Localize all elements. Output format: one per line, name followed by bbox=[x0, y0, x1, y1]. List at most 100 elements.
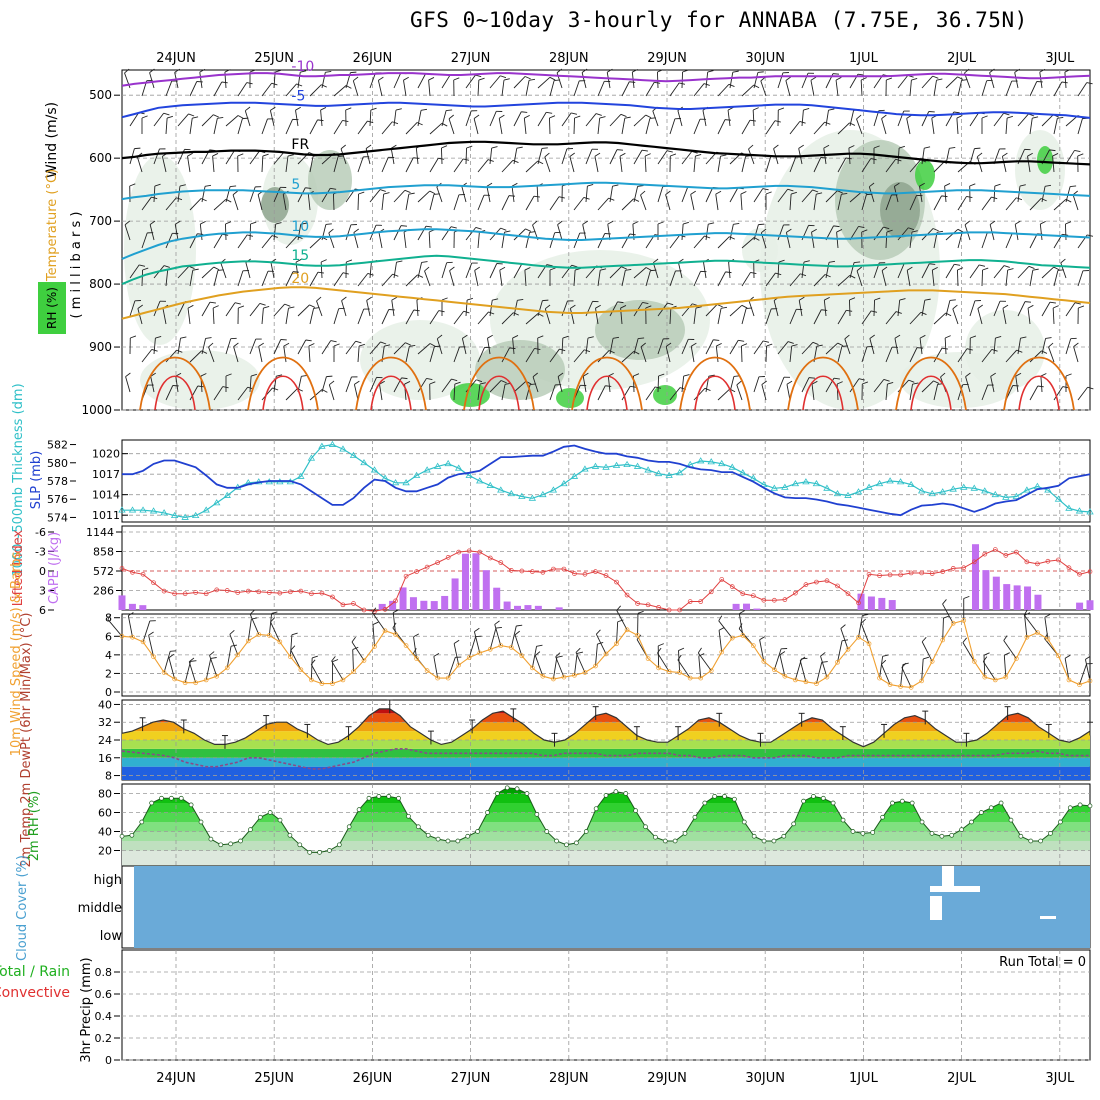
wind-barb-flag bbox=[861, 229, 868, 233]
wind-barb-flag bbox=[142, 267, 149, 271]
wind-barb-flag bbox=[224, 69, 231, 73]
wind-barb bbox=[270, 262, 275, 279]
wind-barb bbox=[582, 376, 587, 393]
wind-barb-flag bbox=[429, 343, 436, 347]
wind-barb-flag bbox=[749, 119, 756, 122]
surface-warm-contour bbox=[571, 356, 643, 411]
lifted-index-point bbox=[498, 560, 504, 565]
temp-band bbox=[122, 708, 1090, 714]
wind-barb bbox=[205, 658, 212, 681]
wind-barb bbox=[1053, 270, 1059, 287]
wind-barb bbox=[512, 338, 515, 355]
wind-barb-flag bbox=[906, 266, 913, 271]
wind-barb-flag bbox=[860, 618, 866, 624]
thickness-point bbox=[423, 466, 431, 473]
wind-barb-flag bbox=[340, 144, 347, 150]
cape-bar bbox=[128, 603, 136, 610]
wind-barb bbox=[428, 231, 431, 249]
wind-barb-flag bbox=[919, 334, 926, 339]
wind-barb bbox=[640, 346, 647, 363]
wind-barb-flag bbox=[405, 342, 411, 346]
wind-barb-flag bbox=[275, 222, 282, 225]
wind-barb-flag bbox=[232, 190, 239, 196]
wind-barb bbox=[933, 347, 943, 363]
wind-barb-flag bbox=[188, 657, 195, 663]
wind-barb bbox=[378, 232, 383, 249]
lifted-index-point bbox=[119, 566, 125, 571]
lifted-index-point bbox=[719, 577, 725, 582]
wind-barb-flag bbox=[129, 183, 136, 187]
wind-barb-flag bbox=[738, 623, 743, 629]
wind-barb bbox=[717, 388, 731, 401]
wind-barb-flag bbox=[354, 380, 360, 385]
wind-barb bbox=[381, 309, 390, 325]
lifted-index-point bbox=[529, 569, 535, 575]
wind-speed-point bbox=[856, 634, 861, 640]
wind-barb bbox=[813, 121, 826, 135]
wind-barb bbox=[189, 385, 199, 401]
rh-point bbox=[396, 795, 401, 801]
surface-warm-contour bbox=[247, 356, 319, 411]
lifted-index-point bbox=[803, 582, 809, 588]
wind-barb-flag bbox=[512, 159, 519, 163]
wind-barb-flag bbox=[596, 629, 601, 635]
wind-speed-line bbox=[121, 619, 1091, 688]
wind-barb-flag bbox=[333, 343, 340, 347]
rh-point bbox=[870, 830, 876, 835]
wind-speed-point bbox=[224, 665, 230, 671]
lifted-index-point bbox=[330, 594, 335, 600]
slp-line bbox=[122, 444, 1091, 517]
wind-barb-flag bbox=[657, 647, 662, 654]
wind-barb bbox=[705, 304, 718, 317]
temp-tick-label: 24 bbox=[98, 734, 112, 747]
lifted-index-point bbox=[393, 598, 398, 604]
wind-barb bbox=[477, 159, 489, 173]
wind-tick-label: 4 bbox=[105, 649, 112, 662]
wind-barb-flag bbox=[981, 115, 988, 119]
wind-barb bbox=[585, 186, 588, 203]
wind-speed-point bbox=[1056, 653, 1061, 659]
wind-barb bbox=[993, 338, 996, 355]
wind-barb bbox=[309, 84, 322, 97]
wind-barb bbox=[982, 661, 996, 681]
slp-tick-label: 1011 bbox=[92, 509, 120, 522]
bottom-date-label: 30JUN bbox=[745, 1071, 785, 1086]
rh-point bbox=[564, 842, 569, 848]
wind-barb-flag bbox=[983, 652, 990, 656]
wind-speed-point bbox=[992, 677, 998, 683]
top-date-label: 28JUN bbox=[549, 51, 589, 66]
wind-barb bbox=[309, 156, 314, 173]
wind-barb-flag bbox=[803, 260, 810, 263]
rh-point bbox=[801, 798, 806, 804]
wind-barb bbox=[345, 340, 356, 355]
cape-bar bbox=[451, 578, 459, 610]
wind-barb bbox=[789, 273, 801, 287]
wind-barb bbox=[474, 270, 479, 287]
wind-barb-flag bbox=[816, 192, 823, 195]
lifted-index-point bbox=[382, 606, 388, 612]
wind-barb-flag bbox=[1023, 609, 1028, 616]
dewpoint-line bbox=[121, 748, 1090, 770]
wind-barb bbox=[840, 628, 849, 650]
wind-barb bbox=[773, 300, 779, 317]
thickness-point bbox=[339, 445, 347, 452]
wind-barb bbox=[162, 308, 167, 325]
wind-barb bbox=[232, 194, 239, 211]
lifted-index-point bbox=[856, 600, 861, 606]
wind-barb-flag bbox=[1024, 612, 1031, 616]
wind-barb bbox=[390, 148, 395, 165]
wind-barb bbox=[801, 189, 813, 203]
wind-barb-flag bbox=[346, 259, 353, 263]
wind-barb-flag bbox=[856, 266, 863, 272]
top-date-label: 25JUN bbox=[254, 51, 294, 66]
wind-barb bbox=[993, 300, 1001, 317]
wind-barb-flag bbox=[715, 190, 722, 195]
wind-barb bbox=[273, 303, 286, 317]
wind-barb-flag bbox=[429, 190, 436, 195]
wind-barb-flag bbox=[448, 114, 455, 120]
wind-barb bbox=[573, 270, 576, 287]
wind-barb bbox=[1064, 223, 1067, 241]
wind-barb bbox=[245, 262, 251, 279]
rh-point bbox=[653, 834, 658, 840]
